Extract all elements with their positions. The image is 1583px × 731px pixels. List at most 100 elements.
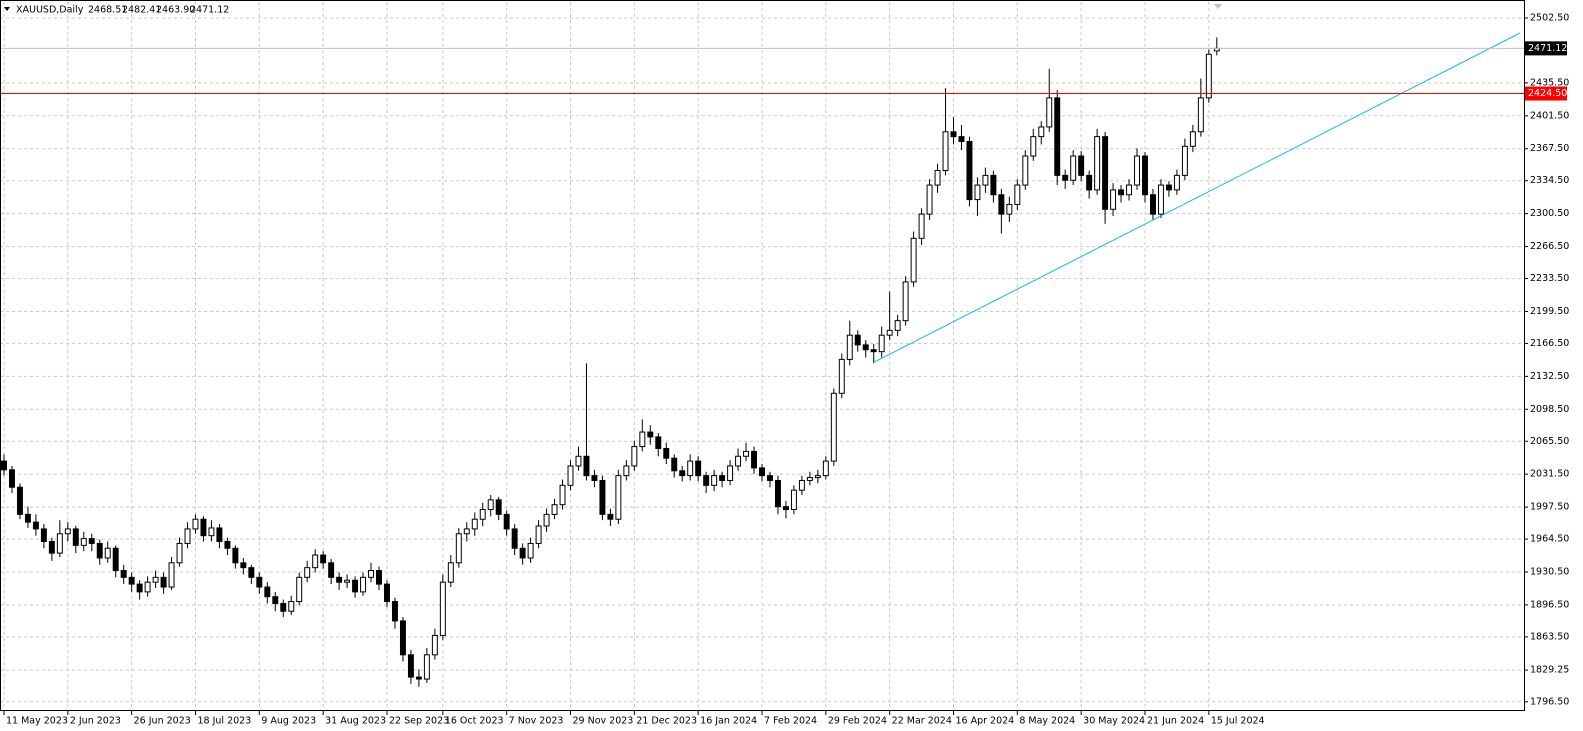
y-tick-label: 2334.50 (1530, 175, 1569, 186)
candle-body (32, 521, 39, 530)
candle-body (64, 528, 71, 535)
candle-body (240, 562, 247, 569)
candle-body (559, 484, 566, 506)
candle-body (495, 499, 502, 515)
candle-body (1134, 155, 1140, 186)
candle-body (112, 547, 119, 572)
candle-body (639, 431, 646, 448)
candle-body (942, 131, 949, 172)
candle-body (96, 542, 103, 559)
candle-body (926, 184, 933, 215)
x-tick-label: 30 May 2024 (1083, 716, 1145, 727)
x-tick-label: 7 Nov 2023 (509, 716, 564, 727)
candle-body (391, 601, 398, 622)
candle-body (184, 528, 191, 544)
candle-body (719, 475, 726, 481)
candle-body (1022, 155, 1029, 186)
y-tick-label: 2166.50 (1530, 338, 1569, 349)
low-label: 2463.90 (156, 5, 195, 16)
y-tick-label: 2132.50 (1530, 371, 1569, 382)
y-tick-label: 1796.50 (1530, 696, 1569, 707)
candle-body (1094, 136, 1101, 191)
candle-body (519, 547, 526, 559)
y-tick-label: 2266.50 (1530, 241, 1569, 252)
shift-marker (1214, 4, 1222, 9)
candle-body (200, 518, 207, 537)
x-tick-label: 15 Jul 2024 (1211, 716, 1265, 727)
candle-body (120, 570, 127, 578)
x-tick-label: 8 May 2024 (1019, 716, 1075, 727)
x-tick-label: 29 Feb 2024 (828, 716, 887, 727)
plot-frame (0, 0, 1525, 711)
x-tick-label: 16 Oct 2023 (445, 716, 504, 727)
y-tick-label: 1896.50 (1530, 599, 1569, 610)
candle-body (735, 455, 742, 467)
candle-body (511, 528, 518, 549)
candle-body (782, 506, 789, 511)
candle-body (687, 460, 694, 477)
candle-body (415, 676, 422, 680)
candle-body (376, 570, 382, 585)
y-tick-label: 1863.50 (1530, 631, 1569, 642)
candle-body (982, 174, 989, 186)
candle-body (814, 475, 821, 479)
candle-body (216, 527, 223, 542)
candle-body (1173, 174, 1180, 191)
candle-body (152, 576, 159, 583)
candle-body (607, 513, 614, 520)
candle-body (1086, 174, 1093, 191)
candle-body (655, 436, 662, 450)
candle-body (479, 509, 486, 520)
symbol: XAUUSD,Daily (16, 5, 84, 16)
candle-body (256, 576, 263, 588)
candle-body (711, 475, 718, 486)
candle-body (248, 567, 255, 578)
y-tick-label: 1964.50 (1530, 534, 1569, 545)
y-tick-label: 1829.25 (1530, 665, 1569, 676)
candle-body (144, 581, 151, 593)
candle-body (423, 654, 430, 680)
candle-body (878, 334, 885, 353)
candle-body (1197, 97, 1204, 133)
candle-body (551, 504, 558, 515)
candle-body (958, 136, 965, 142)
candle-body (966, 140, 973, 201)
candle-body (1110, 189, 1117, 210)
trendline (873, 32, 1521, 363)
candle-body (1118, 189, 1125, 196)
candle-body (599, 479, 606, 515)
candle-body (1006, 203, 1013, 215)
x-tick-label: 29 Nov 2023 (573, 716, 634, 727)
candle-body (407, 654, 414, 678)
close-label: 2471.12 (190, 5, 229, 16)
y-tick-label: 2367.50 (1530, 143, 1569, 154)
candle-body (615, 475, 622, 520)
candle-body (727, 465, 734, 481)
candle-body (232, 547, 239, 564)
candle-body (591, 475, 598, 481)
candle-body (1165, 184, 1172, 191)
candle-body (1126, 184, 1133, 196)
candle-body (431, 634, 438, 656)
x-tick-label: 22 Mar 2024 (892, 716, 952, 727)
candle-body (72, 528, 79, 546)
candle-body (160, 576, 167, 588)
x-tick-label: 11 May 2023 (6, 716, 68, 727)
candle-body (296, 576, 303, 603)
y-tick-label: 1997.50 (1530, 502, 1569, 513)
y-tick-label: 1930.50 (1530, 567, 1569, 578)
candle-body (40, 528, 47, 542)
candle-body (535, 525, 542, 544)
x-tick-label: 2 Jun 2023 (70, 716, 121, 727)
candle-body (838, 358, 845, 394)
candle-body (759, 467, 765, 477)
candle-body (304, 567, 311, 578)
candle-body (671, 457, 678, 472)
candle-body (1181, 145, 1188, 176)
candle-body (336, 576, 343, 583)
candle-body (862, 344, 869, 351)
candle-body (1030, 136, 1037, 157)
y-tick-label: 2031.50 (1530, 469, 1569, 480)
candle-body (703, 475, 710, 486)
